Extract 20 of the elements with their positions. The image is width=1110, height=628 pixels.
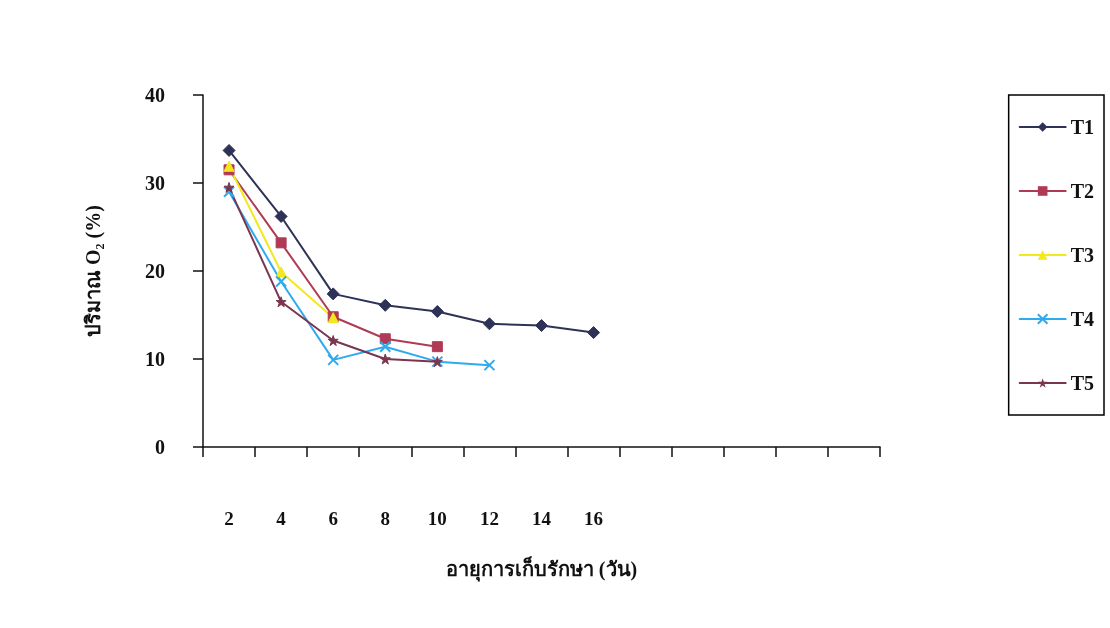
x-tick-label: 12 [479,508,499,529]
x-tick-label: 2 [224,508,234,529]
x-axis-title: อายุการเก็บรักษา (วัน) [445,556,638,582]
y-tick-label: 40 [145,84,165,106]
y-tick-label: 20 [145,260,165,282]
x-tick-label: 16 [584,508,604,529]
y-axis-title: ปริมาณ O₂ (%) [82,205,105,337]
x-tick-label: 8 [380,508,391,529]
legend-label: T1 [1070,116,1094,138]
x-tick-label: 14 [532,508,552,529]
x-tick-label: 4 [276,508,287,529]
legend-label: T5 [1070,372,1094,394]
y-tick-label: 10 [145,348,165,370]
x-tick-label: 10 [427,508,447,529]
x-tick-label: 6 [328,508,338,529]
y-tick-label: 30 [145,172,165,194]
y-tick-label: 0 [155,436,165,458]
legend-label: T4 [1070,308,1094,330]
legend-label: T2 [1070,180,1094,202]
legend-label: T3 [1070,244,1094,266]
